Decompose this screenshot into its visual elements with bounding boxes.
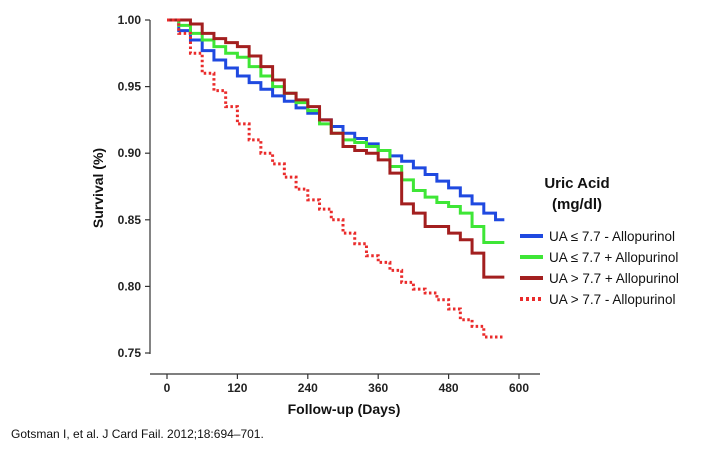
series-line-4: [167, 18, 505, 339]
legend-label-3: UA > 7.7 + Allopurinol: [549, 271, 679, 286]
legend-title-line-2: (mg/dl): [552, 196, 602, 213]
legend-label-4: UA > 7.7 - Allopurinol: [549, 292, 675, 307]
x-tick-label: 120: [227, 381, 247, 395]
x-tick-label: 480: [439, 381, 459, 395]
series-line-2: [167, 18, 505, 244]
legend: Uric Acid (mg/dl) UA ≤ 7.7 - Allopurinol…: [520, 175, 679, 307]
y-tick-label: 0.95: [118, 80, 142, 94]
x-tick-label: 240: [298, 381, 318, 395]
legend-title-line-1: Uric Acid: [544, 175, 609, 192]
x-tick-label: 360: [368, 381, 388, 395]
series-line-3: [167, 18, 505, 279]
x-ticks-group: 0 120 240 360 480 600: [164, 374, 529, 395]
y-axis-title: Survival (%): [90, 148, 106, 228]
series-layer: [167, 18, 505, 339]
legend-label-2: UA ≤ 7.7 + Allopurinol: [549, 250, 678, 265]
y-tick-label: 0.80: [118, 279, 142, 293]
y-tick-label: 0.85: [118, 213, 142, 227]
y-tick-label: 1.00: [118, 13, 142, 27]
citation-text: Gotsman I, et al. J Card Fail. 2012;18:6…: [11, 427, 264, 441]
y-tick-label: 0.75: [118, 346, 142, 360]
y-tick-label: 0.90: [118, 146, 142, 160]
y-ticks-group: 0.75 0.80 0.85 0.90 0.95 1.00: [118, 13, 150, 360]
series-line-1: [167, 18, 505, 222]
x-tick-label: 600: [509, 381, 529, 395]
legend-label-1: UA ≤ 7.7 - Allopurinol: [549, 229, 675, 244]
axes-group: [149, 20, 540, 375]
x-axis-title: Follow-up (Days): [288, 401, 401, 417]
x-tick-label: 0: [164, 381, 171, 395]
